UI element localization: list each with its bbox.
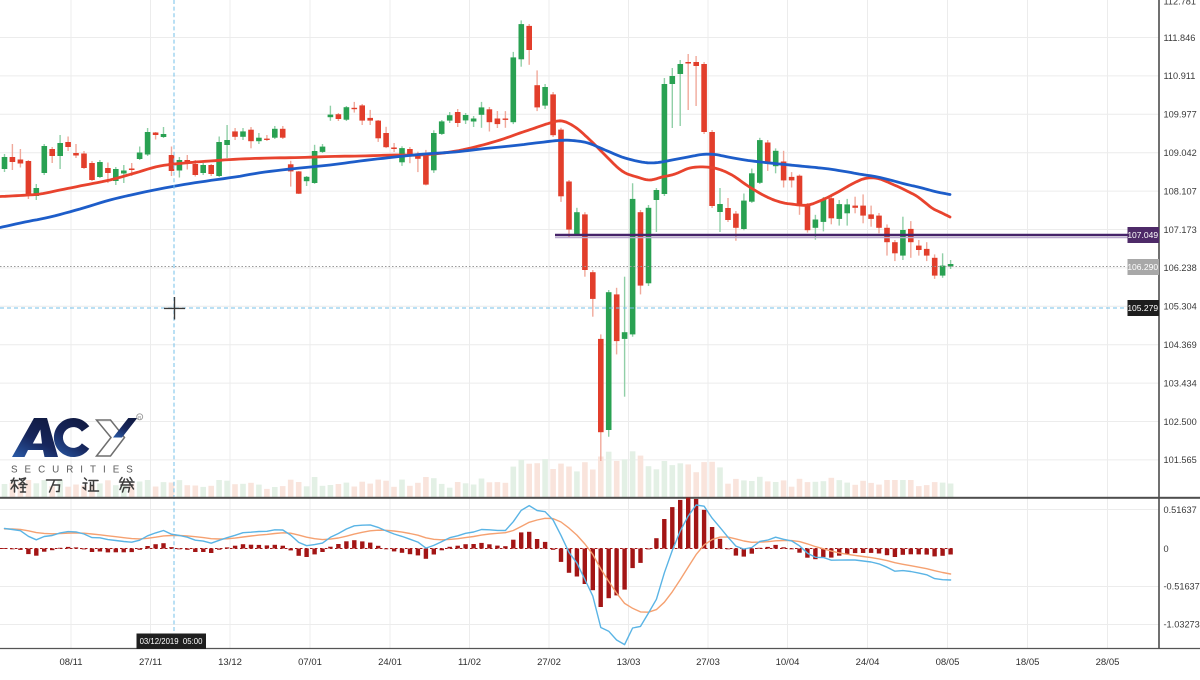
svg-text:07/01: 07/01 bbox=[298, 657, 322, 668]
svg-text:28/05: 28/05 bbox=[1096, 657, 1120, 668]
svg-text:0.51637: 0.51637 bbox=[1164, 505, 1197, 515]
svg-text:109.042: 109.042 bbox=[1164, 148, 1197, 158]
svg-text:101.565: 101.565 bbox=[1164, 455, 1197, 465]
svg-text:13/12: 13/12 bbox=[218, 657, 242, 668]
svg-text:110.911: 110.911 bbox=[1164, 71, 1196, 81]
svg-text:27/11: 27/11 bbox=[139, 657, 162, 668]
svg-text:10/04: 10/04 bbox=[776, 657, 800, 668]
svg-text:R: R bbox=[138, 415, 141, 420]
svg-text:11/02: 11/02 bbox=[458, 657, 481, 668]
svg-text:-1.03273: -1.03273 bbox=[1164, 619, 1200, 629]
svg-text:102.500: 102.500 bbox=[1164, 417, 1197, 427]
svg-text:107.173: 107.173 bbox=[1164, 225, 1197, 235]
svg-text:103.434: 103.434 bbox=[1164, 378, 1197, 388]
svg-text:107.049: 107.049 bbox=[1127, 230, 1158, 240]
svg-text:105.279: 105.279 bbox=[1127, 303, 1158, 313]
svg-text:106.238: 106.238 bbox=[1164, 263, 1197, 273]
svg-text:13/03: 13/03 bbox=[617, 657, 641, 668]
svg-text:18/05: 18/05 bbox=[1016, 657, 1040, 668]
svg-text:0: 0 bbox=[1164, 544, 1169, 554]
svg-text:112.781: 112.781 bbox=[1164, 0, 1197, 7]
svg-text:27/03: 27/03 bbox=[696, 657, 720, 668]
svg-text:104.369: 104.369 bbox=[1164, 340, 1197, 350]
svg-text:105.304: 105.304 bbox=[1164, 302, 1197, 312]
svg-text:109.977: 109.977 bbox=[1164, 110, 1197, 120]
svg-text:08/05: 08/05 bbox=[936, 657, 960, 668]
svg-text:27/02: 27/02 bbox=[537, 657, 561, 668]
svg-text:24/04: 24/04 bbox=[856, 657, 880, 668]
svg-text:106.290: 106.290 bbox=[1127, 262, 1158, 272]
svg-text:SECURITIES: SECURITIES bbox=[11, 465, 140, 476]
svg-text:-0.51637: -0.51637 bbox=[1164, 581, 1200, 591]
svg-text:24/01: 24/01 bbox=[378, 657, 402, 668]
svg-text:08/11: 08/11 bbox=[59, 657, 82, 668]
svg-text:108.107: 108.107 bbox=[1164, 186, 1197, 196]
svg-text:111.846: 111.846 bbox=[1164, 33, 1196, 43]
svg-text:03/12/2019 05:00: 03/12/2019 05:00 bbox=[140, 637, 204, 646]
